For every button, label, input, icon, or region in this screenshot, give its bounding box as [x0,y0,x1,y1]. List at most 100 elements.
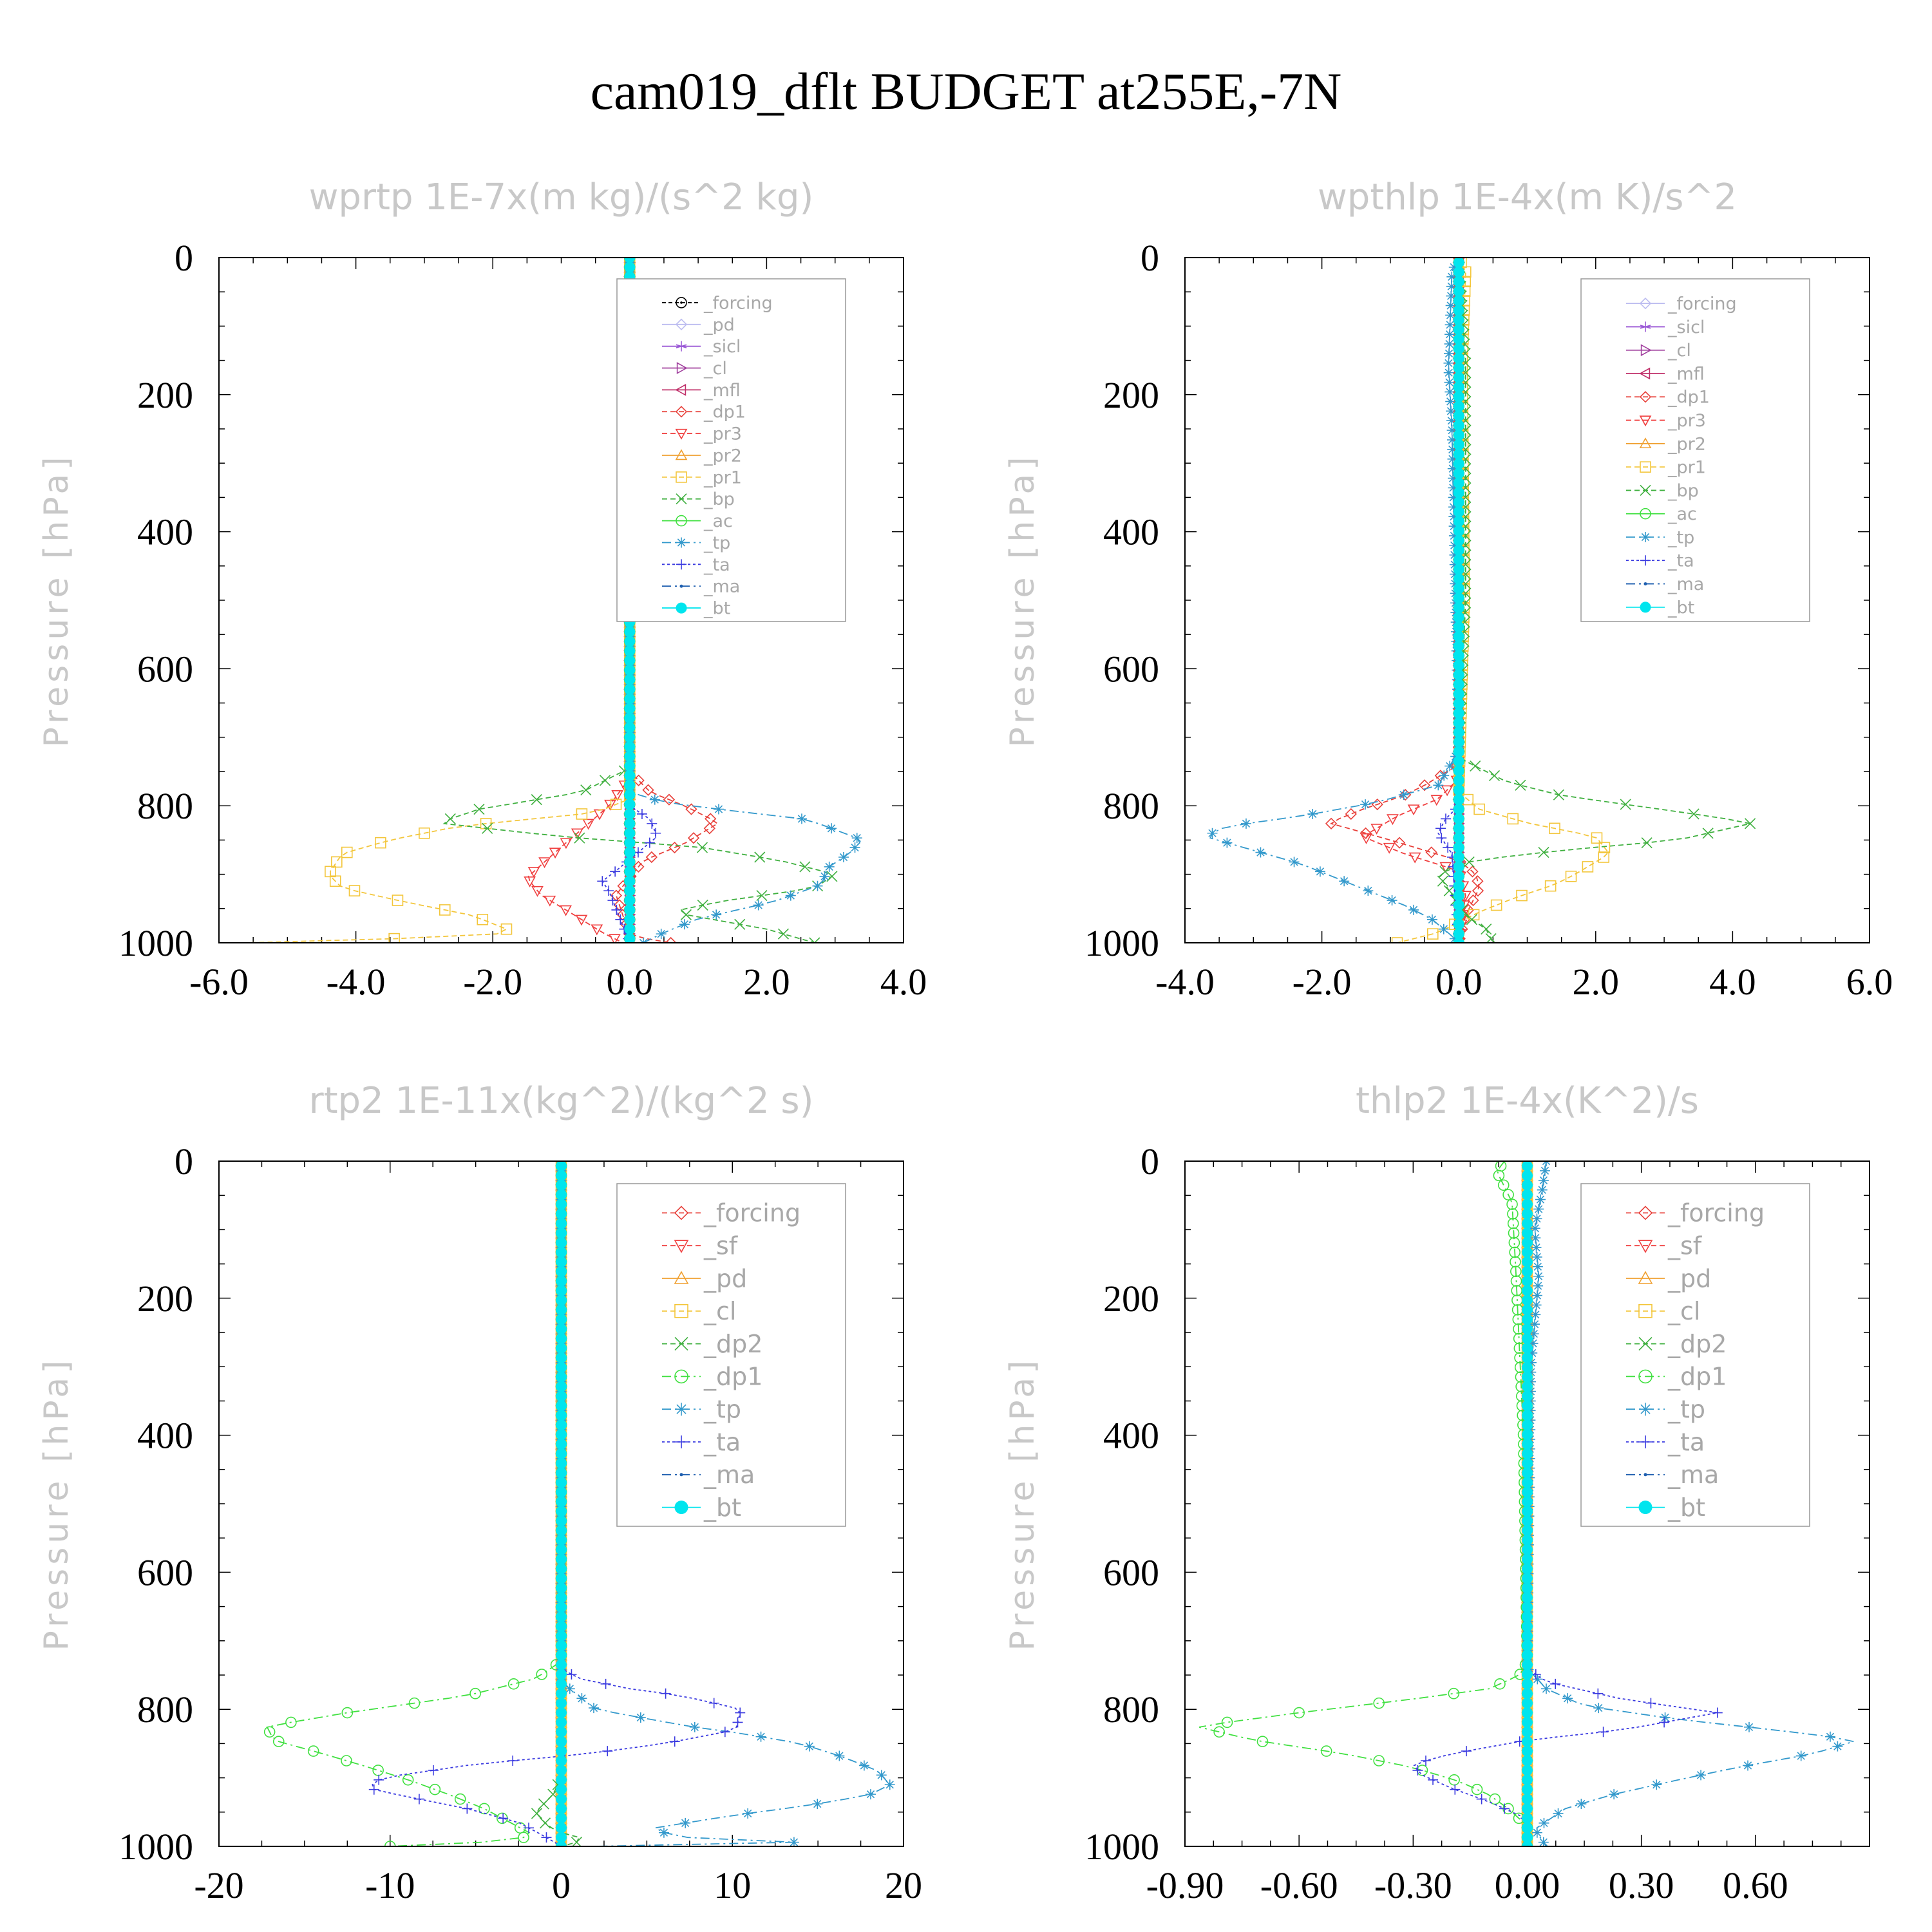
data-point [665,936,677,943]
data-point [285,1716,297,1728]
data-point [556,1745,567,1757]
data-point [1510,1265,1522,1278]
data-point [705,813,717,825]
legend-marker [674,1206,689,1220]
legend-entry: _pr2 [662,446,742,466]
data-point [556,1457,567,1469]
legend-label: _cl [1667,1297,1700,1325]
data-point [556,1640,567,1651]
data-point [1453,295,1464,307]
x-tick-label: -0.90 [1146,1864,1224,1906]
data-point [1541,1683,1552,1694]
data-point [539,1817,551,1829]
data-point [1383,842,1396,854]
panel-title: wpthlp 1E-4x(m K)/s^2 [1318,176,1737,218]
data-point [1453,746,1464,757]
data-point [632,860,645,873]
data-point [1651,1779,1662,1790]
data-point [1444,329,1455,340]
data-point [1522,1419,1533,1431]
data-point [1387,895,1397,906]
legend-marker [1640,532,1651,542]
data-point [624,789,636,800]
data-point [1453,343,1464,355]
data-point [1453,401,1464,412]
data-point [1493,1170,1505,1182]
data-point [1453,285,1464,297]
data-point [1522,1429,1533,1441]
data-point [429,1783,441,1795]
data-point [865,1789,876,1800]
data-point [849,842,860,853]
data-point [884,1779,895,1790]
legend-marker [675,318,688,330]
data-point [469,1687,481,1700]
data-point [556,1716,567,1728]
data-point [556,1189,567,1200]
legend-label: _tp [703,533,730,553]
data-point [544,895,556,907]
data-point [556,1707,567,1719]
data-point [1522,1457,1533,1469]
data-point [556,1765,567,1776]
legend-marker [1638,1304,1653,1318]
data-point [1522,1841,1533,1846]
data-point [1522,1822,1533,1833]
legend-marker [676,559,687,570]
legend-label: _bt [703,599,730,619]
panel-title: thlp2 1E-4x(K^2)/s [1356,1080,1699,1122]
data-point [1522,1496,1533,1508]
data-point [1522,1227,1533,1239]
data-point [556,1467,567,1479]
data-point [734,918,746,930]
legend-label: _forcing [1667,294,1737,314]
data-point [556,1812,567,1824]
data-point [556,1659,567,1671]
legend-entry: _pr3 [1626,411,1706,431]
legend-marker [1640,555,1651,566]
data-point [419,827,430,839]
data-point [556,1602,567,1613]
data-point [1448,492,1459,503]
legend-marker [1640,461,1651,473]
y-tick-label: 200 [1103,1278,1159,1320]
plot-area [263,1161,895,1846]
data-point [1522,1688,1533,1700]
legend-label: _ta [703,1428,741,1456]
legend-marker [1640,484,1651,496]
data-point [1562,1693,1573,1704]
data-point [711,909,722,920]
data-point [1522,1275,1533,1287]
data-point [1522,1794,1533,1805]
data-point [1522,1506,1533,1517]
data-point [1593,1703,1604,1714]
legend-label: _dp1 [1667,388,1710,408]
data-point [1453,314,1464,326]
data-point [624,770,636,781]
data-point [392,895,404,906]
legend-entry: _dp1 [1626,1363,1727,1391]
data-point [1522,1698,1533,1709]
data-point [1453,612,1464,623]
data-point [812,1799,823,1810]
data-point [1522,1649,1533,1661]
data-point [1522,1812,1533,1824]
data-point [1453,324,1464,336]
data-point [556,1170,567,1181]
data-point [1522,1659,1533,1671]
data-point [1387,814,1399,826]
data-point [1522,1333,1533,1345]
data-point [1593,1688,1604,1699]
y-tick-label: 1000 [118,1826,193,1868]
data-point [1522,1477,1533,1488]
y-tick-label: 400 [137,511,193,553]
data-point [1450,751,1461,762]
data-point [1447,444,1458,455]
legend-label: _cl [703,1297,736,1325]
data-point [1373,1697,1385,1709]
data-point [602,1746,613,1757]
legend-entry: _pr1 [662,468,742,488]
data-point [477,914,489,925]
data-point [1453,909,1464,920]
data-point [826,871,838,882]
